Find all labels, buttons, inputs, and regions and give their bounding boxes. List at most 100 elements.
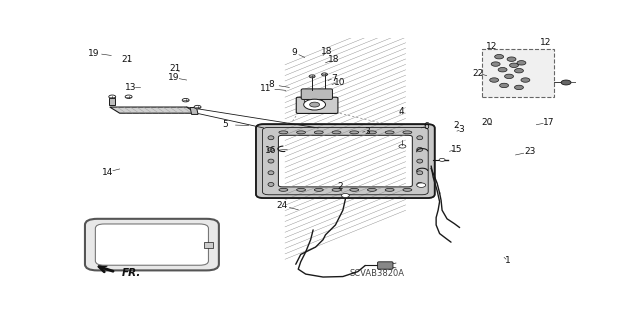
- Circle shape: [109, 95, 116, 99]
- Text: 15: 15: [451, 145, 463, 154]
- Text: 12: 12: [486, 42, 497, 51]
- Ellipse shape: [403, 188, 412, 191]
- Text: 21: 21: [170, 64, 181, 73]
- Ellipse shape: [268, 147, 274, 152]
- FancyBboxPatch shape: [256, 124, 435, 198]
- Text: 3: 3: [364, 127, 369, 136]
- Circle shape: [125, 95, 132, 99]
- Circle shape: [509, 63, 518, 68]
- Text: SCVAB3820A: SCVAB3820A: [349, 269, 404, 278]
- FancyBboxPatch shape: [582, 80, 594, 85]
- Polygon shape: [110, 107, 196, 113]
- FancyBboxPatch shape: [85, 219, 219, 271]
- Text: 19: 19: [168, 73, 179, 82]
- Ellipse shape: [296, 131, 305, 134]
- Text: 13: 13: [125, 83, 136, 92]
- Ellipse shape: [268, 136, 274, 140]
- Circle shape: [304, 99, 326, 110]
- Text: 2: 2: [453, 121, 459, 130]
- Ellipse shape: [417, 136, 423, 140]
- Text: 23: 23: [525, 147, 536, 156]
- Ellipse shape: [268, 159, 274, 163]
- Ellipse shape: [403, 131, 412, 134]
- Text: 19: 19: [88, 48, 100, 57]
- Text: 10: 10: [333, 78, 345, 86]
- Text: 4: 4: [399, 107, 404, 116]
- Circle shape: [417, 183, 426, 187]
- Text: 2: 2: [337, 182, 343, 191]
- Text: 11: 11: [260, 84, 272, 93]
- Text: 16: 16: [265, 146, 276, 155]
- Text: 24: 24: [276, 201, 288, 210]
- Circle shape: [495, 55, 504, 59]
- Polygon shape: [190, 108, 198, 115]
- Bar: [482, 49, 554, 97]
- FancyBboxPatch shape: [95, 224, 209, 265]
- Ellipse shape: [268, 171, 274, 175]
- Text: 22: 22: [472, 69, 483, 78]
- Ellipse shape: [349, 188, 358, 191]
- Ellipse shape: [332, 188, 341, 191]
- FancyBboxPatch shape: [296, 97, 338, 114]
- Ellipse shape: [385, 131, 394, 134]
- FancyBboxPatch shape: [256, 124, 435, 198]
- Circle shape: [321, 73, 328, 76]
- FancyBboxPatch shape: [278, 135, 412, 187]
- Text: 14: 14: [102, 168, 113, 177]
- Ellipse shape: [417, 159, 423, 163]
- FancyBboxPatch shape: [301, 89, 332, 100]
- Ellipse shape: [417, 147, 423, 152]
- Ellipse shape: [367, 188, 376, 191]
- Circle shape: [310, 102, 319, 107]
- Text: 12: 12: [540, 38, 551, 47]
- Circle shape: [500, 83, 509, 88]
- Circle shape: [490, 78, 499, 82]
- Text: 1: 1: [505, 256, 511, 265]
- Ellipse shape: [279, 188, 288, 191]
- Text: 20: 20: [481, 118, 492, 127]
- Text: 17: 17: [543, 118, 554, 127]
- Text: FR.: FR.: [122, 268, 141, 278]
- Circle shape: [439, 159, 445, 161]
- Text: 9: 9: [291, 48, 297, 57]
- Text: 6: 6: [423, 122, 429, 131]
- Text: 18: 18: [328, 55, 340, 64]
- Ellipse shape: [314, 131, 323, 134]
- Circle shape: [504, 74, 513, 78]
- Text: 3: 3: [458, 125, 464, 134]
- Circle shape: [517, 61, 526, 65]
- Circle shape: [498, 68, 507, 72]
- Ellipse shape: [385, 188, 394, 191]
- Circle shape: [561, 80, 571, 85]
- Text: 5: 5: [222, 120, 228, 129]
- Text: 8: 8: [268, 80, 274, 89]
- Ellipse shape: [417, 171, 423, 175]
- Circle shape: [521, 78, 530, 82]
- Circle shape: [182, 99, 189, 102]
- Circle shape: [515, 85, 524, 90]
- Circle shape: [194, 105, 201, 109]
- Circle shape: [507, 57, 516, 61]
- Circle shape: [317, 100, 323, 102]
- Ellipse shape: [367, 131, 376, 134]
- Circle shape: [309, 107, 315, 110]
- Polygon shape: [109, 99, 115, 105]
- Ellipse shape: [349, 131, 358, 134]
- Ellipse shape: [268, 182, 274, 186]
- Circle shape: [399, 145, 406, 148]
- Text: 21: 21: [122, 55, 133, 64]
- Ellipse shape: [279, 131, 288, 134]
- Text: 7: 7: [331, 74, 337, 83]
- FancyBboxPatch shape: [378, 262, 393, 269]
- Ellipse shape: [314, 188, 323, 191]
- Circle shape: [309, 75, 315, 78]
- Circle shape: [341, 194, 349, 197]
- Bar: [204, 242, 213, 248]
- Ellipse shape: [332, 131, 341, 134]
- Circle shape: [304, 100, 310, 102]
- Circle shape: [491, 62, 500, 66]
- Circle shape: [515, 69, 524, 73]
- Text: 18: 18: [321, 47, 333, 56]
- Ellipse shape: [296, 188, 305, 191]
- Ellipse shape: [417, 182, 423, 186]
